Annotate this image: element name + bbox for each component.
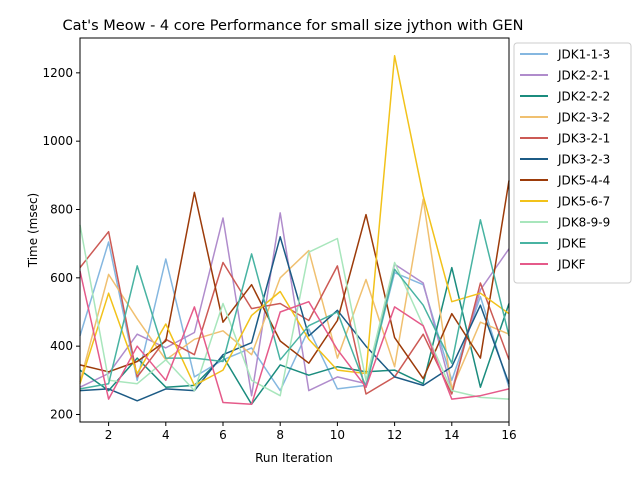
x-tick-label: 6 [219, 428, 227, 442]
series-line-7 [79, 180, 510, 380]
x-tick-label: 8 [276, 428, 284, 442]
series-line-9 [79, 224, 510, 400]
legend: JDK1-1-3 JDK2-2-1 JDK2-2-2 JDK2-3-2 JDK3-2-1… [513, 42, 632, 284]
x-axis-label: Run Iteration [255, 451, 333, 465]
series-line-11 [79, 270, 510, 405]
legend-label: JDK3-2-1 [557, 132, 610, 146]
legend-label: JDK1-1-3 [557, 48, 610, 62]
plot-lines [79, 55, 510, 405]
series-line-8 [79, 55, 510, 387]
series-line-1 [79, 241, 510, 392]
y-tick-label: 400 [50, 339, 73, 353]
legend-label: JDK2-3-2 [557, 111, 610, 125]
x-tick-label: 4 [162, 428, 170, 442]
y-axis-label: Time (msec) [26, 193, 40, 268]
x-tick-label: 2 [105, 428, 113, 442]
y-tick-label: 800 [50, 203, 73, 217]
plot-frame [79, 37, 510, 423]
legend-label: JDKF [557, 258, 586, 272]
legend-label: JDK8-9-9 [557, 216, 610, 230]
y-tick-label: 200 [50, 407, 73, 421]
y-tick-label: 1200 [42, 66, 73, 80]
legend-label: JDKE [557, 237, 586, 251]
legend-label: JDK5-4-4 [557, 174, 610, 188]
y-tick-label: 600 [50, 271, 73, 285]
x-tick-label: 12 [387, 428, 402, 442]
series-line-4 [79, 198, 510, 390]
x-tick-label: 16 [501, 428, 516, 442]
y-axis-ticks: 200 400 600 800 1000 1200 [42, 66, 80, 421]
legend-label: JDK5-6-7 [557, 195, 610, 209]
legend-label: JDK3-2-3 [557, 153, 610, 167]
series-line-2 [79, 212, 510, 397]
series-line-6 [79, 236, 510, 402]
x-axis-ticks: 2 4 6 8 10 12 14 16 [105, 422, 517, 442]
chart-title: Cat's Meow - 4 core Performance for smal… [62, 18, 523, 34]
x-tick-label: 10 [330, 428, 345, 442]
legend-label: JDK2-2-2 [557, 90, 610, 104]
legend-label: JDK2-2-1 [557, 69, 610, 83]
y-tick-label: 1000 [42, 134, 73, 148]
series-line-10 [79, 219, 510, 390]
x-tick-label: 14 [444, 428, 459, 442]
